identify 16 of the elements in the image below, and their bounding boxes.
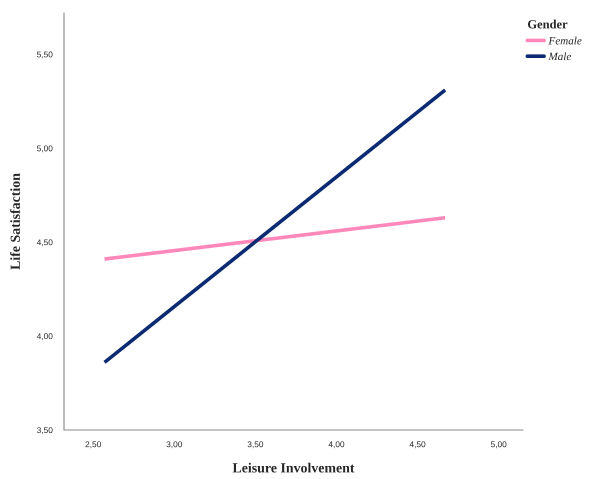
x-axis-title: Leisure Involvement: [232, 462, 354, 473]
x-tick-label: 3,50: [248, 441, 264, 448]
x-tick-label: 2,50: [86, 441, 101, 448]
legend-label: Male: [548, 52, 572, 60]
x-tick-label: 4,50: [410, 441, 426, 448]
y-tick-label: 5,50: [37, 52, 53, 58]
y-tick-label: 3,50: [36, 427, 53, 434]
legend-title: Gender: [528, 20, 568, 28]
x-tick-label: 3,00: [166, 441, 182, 448]
y-tick-label: 4,50: [36, 239, 53, 246]
x-tick-label: 5,00: [490, 441, 506, 448]
y-tick-label: 4,00: [36, 333, 53, 340]
y-tick-label: 5,00: [37, 145, 53, 152]
y-axis-title: Life Satisfaction: [10, 173, 20, 270]
legend-label: Female: [548, 36, 582, 44]
x-tick-label: 4,00: [328, 441, 344, 448]
